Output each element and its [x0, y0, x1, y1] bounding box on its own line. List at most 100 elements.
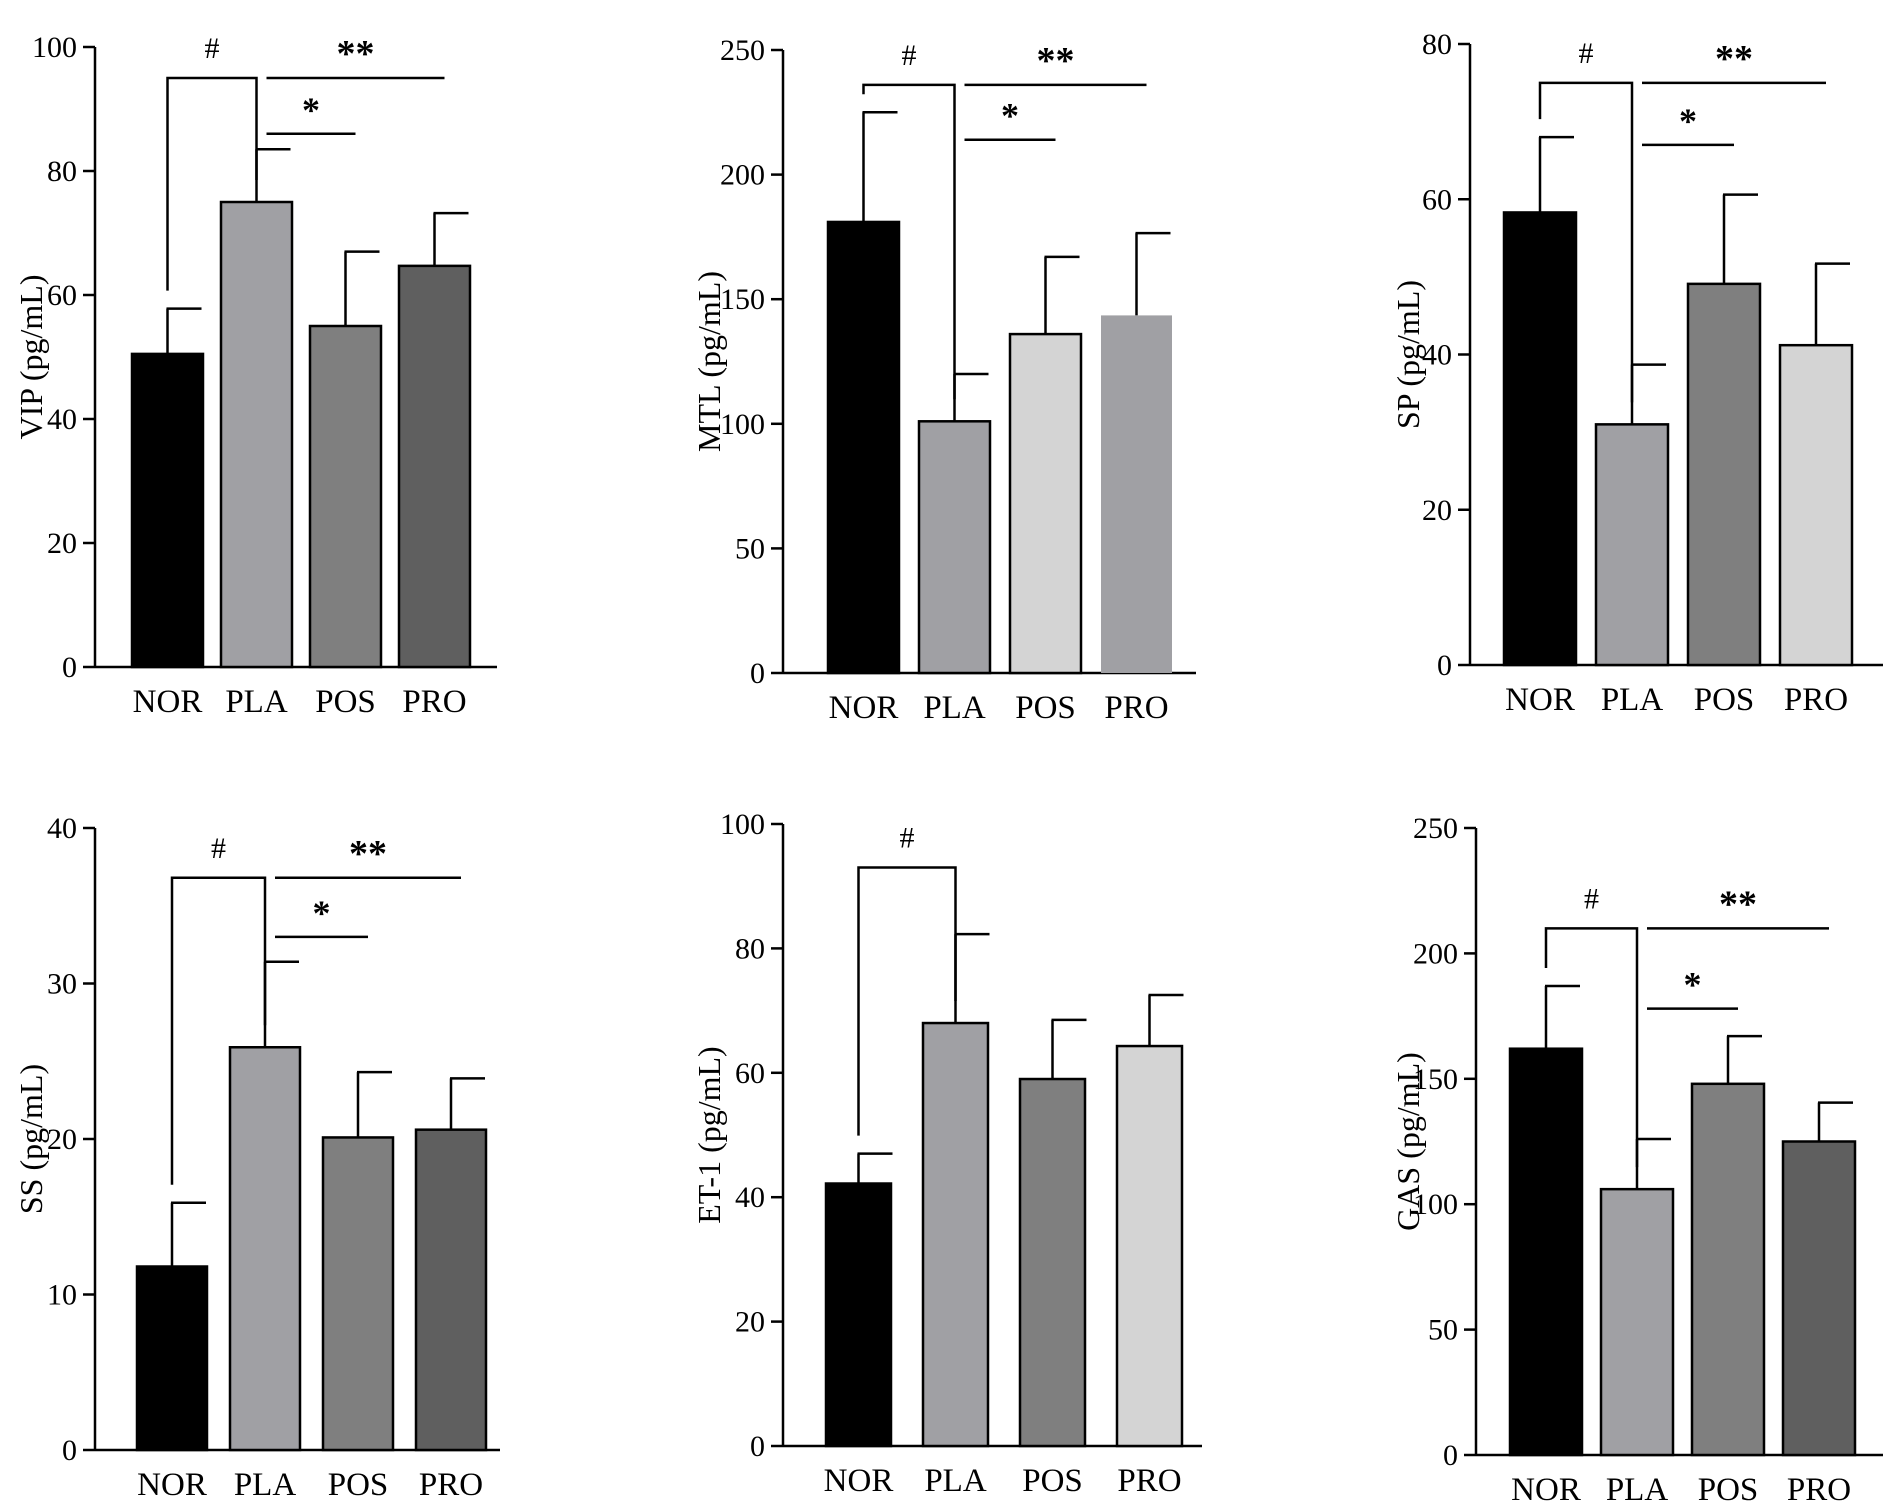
x-category-label: PLA [1606, 1472, 1669, 1508]
bar-pos [1686, 282, 1762, 667]
significance-label-hash: # [902, 39, 917, 72]
y-axis-title: ET-1 (pg/mL) [691, 1046, 727, 1223]
x-category-label: PLA [924, 1463, 987, 1499]
y-axis-title: MTL (pg/mL) [691, 271, 727, 452]
y-tick-label: 200 [720, 159, 765, 192]
significance-label-double-star: ** [349, 833, 387, 875]
y-tick-label: 80 [1422, 28, 1452, 61]
y-tick-label: 50 [735, 532, 765, 565]
x-category-label: PRO [1104, 690, 1168, 726]
bar-nor [1502, 211, 1578, 667]
significance-label-double-star: ** [337, 33, 375, 75]
y-tick-label: 20 [735, 1306, 765, 1339]
y-tick-label: 0 [62, 651, 77, 684]
x-category-label: POS [1022, 1463, 1083, 1499]
y-tick-label: 40 [735, 1181, 765, 1214]
x-category-label: NOR [137, 1467, 207, 1503]
significance-label-hash: # [205, 32, 220, 65]
y-tick-label: 0 [750, 1430, 765, 1463]
y-tick-label: 50 [1428, 1314, 1458, 1347]
bar-pos [321, 1136, 395, 1452]
x-category-label: PLA [225, 684, 288, 720]
bar-pla [921, 1021, 990, 1448]
y-tick-label: 40 [47, 403, 77, 436]
bar-pla [1594, 423, 1670, 667]
x-category-label: PLA [1601, 682, 1664, 718]
x-category-label: NOR [133, 684, 203, 720]
y-tick-label: 60 [47, 279, 77, 312]
bar-pro [1778, 343, 1854, 667]
y-axis-title: VIP (pg/mL) [13, 274, 49, 439]
y-tick-label: 30 [47, 968, 77, 1001]
x-category-label: NOR [829, 690, 899, 726]
y-tick-label: 250 [720, 34, 765, 67]
y-tick-label: 80 [47, 155, 77, 188]
significance-bracket [1544, 927, 1639, 1168]
bar-pro [1781, 1140, 1857, 1457]
x-category-label: PRO [419, 1467, 483, 1503]
significance-label-hash: # [1584, 882, 1599, 915]
chart-panel-5: 0 20 40 60 80 100 ET-1 (pg/mL) NOR PLA POS PRO # [691, 808, 1202, 1499]
y-tick-label: 40 [47, 812, 77, 845]
y-axis-title: GAS (pg/mL) [1390, 1052, 1426, 1231]
bar-pos [1690, 1082, 1766, 1457]
significance-bracket [170, 876, 267, 1185]
bar-pro [1115, 1044, 1184, 1448]
bar-pla [219, 200, 294, 669]
bar-nor [130, 352, 205, 669]
bar-pla [917, 420, 992, 675]
bar-pos [1018, 1077, 1087, 1448]
significance-label-double-star: ** [1715, 38, 1753, 80]
x-category-label: POS [1694, 682, 1755, 718]
bar-nor [135, 1265, 209, 1452]
x-category-label: PRO [1784, 682, 1848, 718]
x-category-label: POS [1698, 1472, 1759, 1508]
y-tick-label: 100 [1413, 1188, 1458, 1221]
y-tick-label: 20 [47, 1123, 77, 1156]
significance-label-hash: # [1579, 37, 1594, 70]
x-category-label: PRO [1117, 1463, 1181, 1499]
bar-pro [1101, 315, 1172, 673]
y-tick-label: 80 [735, 932, 765, 965]
significance-bracket [166, 76, 258, 291]
bar-pro [414, 1128, 488, 1452]
x-category-label: POS [328, 1467, 389, 1503]
bar-nor [826, 220, 901, 675]
x-category-label: PRO [1787, 1472, 1851, 1508]
significance-label-double-star: ** [1719, 883, 1757, 925]
significance-label-star: * [1684, 965, 1702, 1005]
y-tick-label: 20 [47, 527, 77, 560]
y-tick-label: 60 [735, 1057, 765, 1090]
x-category-label: PLA [234, 1467, 297, 1503]
y-tick-label: 100 [720, 808, 765, 841]
x-category-label: NOR [1505, 682, 1575, 718]
y-tick-label: 200 [1413, 937, 1458, 970]
y-tick-label: 20 [1422, 494, 1452, 527]
y-tick-label: 0 [62, 1434, 77, 1467]
significance-bracket [862, 83, 956, 400]
x-category-label: POS [315, 684, 376, 720]
x-category-label: NOR [1511, 1472, 1581, 1508]
x-category-label: PRO [402, 684, 466, 720]
bar-pos [1008, 332, 1083, 675]
significance-label-star: * [1001, 96, 1019, 136]
bar-pla [1599, 1187, 1675, 1457]
y-tick-label: 0 [750, 657, 765, 690]
y-axis-title: SS (pg/mL) [13, 1064, 49, 1214]
y-tick-label: 250 [1413, 812, 1458, 845]
x-category-label: NOR [824, 1463, 894, 1499]
y-axis-title: SP (pg/mL) [1390, 280, 1426, 429]
significance-label-hash: # [900, 822, 915, 855]
y-tick-label: 0 [1437, 649, 1452, 682]
y-tick-label: 10 [47, 1279, 77, 1312]
y-tick-label: 60 [1422, 183, 1452, 216]
x-category-label: POS [1015, 690, 1076, 726]
y-tick-label: 100 [720, 408, 765, 441]
y-tick-label: 40 [1422, 339, 1452, 372]
significance-label-double-star: ** [1037, 40, 1075, 82]
y-tick-label: 100 [32, 31, 77, 64]
bar-pro [397, 264, 472, 669]
